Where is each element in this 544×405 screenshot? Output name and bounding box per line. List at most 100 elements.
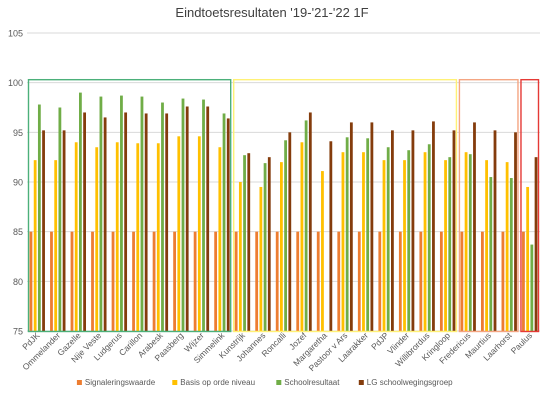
bar-signaleringswaarde <box>152 231 156 331</box>
bar-schoolresultaat <box>263 163 267 331</box>
bar-basis-op-orde-niveau <box>238 182 242 331</box>
bar-basis-op-orde-niveau <box>382 160 386 331</box>
bar-lg-schoolwegingsgroep <box>62 130 66 331</box>
bar-signaleringswaarde <box>111 231 115 331</box>
legend-label: Schoolresultaat <box>284 378 340 387</box>
bar-signaleringswaarde <box>378 231 382 331</box>
bar-signaleringswaarde <box>419 231 423 331</box>
bar-schoolresultaat <box>489 177 493 331</box>
bar-basis-op-orde-niveau <box>423 152 427 331</box>
bar-schoolresultaat <box>407 150 411 331</box>
bar-lg-schoolwegingsgroep <box>432 121 435 331</box>
legend-swatch <box>172 380 178 385</box>
bar-schoolresultaat <box>202 99 205 331</box>
y-tick-label: 105 <box>8 29 23 39</box>
bar-schoolresultaat <box>120 95 123 331</box>
bar-signaleringswaarde <box>50 231 53 331</box>
bar-lg-schoolwegingsgroep <box>493 130 497 331</box>
legend-label: Signaleringswaarde <box>85 378 156 387</box>
bar-signaleringswaarde <box>296 231 300 331</box>
legend-label: Basis op orde niveau <box>180 378 255 387</box>
legend-label: LG schoolwegingsgroep <box>367 378 453 387</box>
bar-signaleringswaarde <box>70 231 74 331</box>
bar-basis-op-orde-niveau <box>280 162 283 331</box>
legend-swatch <box>76 380 82 385</box>
bar-basis-op-orde-niveau <box>259 186 263 331</box>
group-box <box>27 78 232 333</box>
bar-schoolresultaat <box>509 178 513 331</box>
bar-basis-op-orde-niveau <box>115 142 119 331</box>
bar-schoolresultaat <box>530 244 534 331</box>
bar-schoolresultaat <box>366 138 370 331</box>
bar-lg-schoolwegingsgroep <box>452 130 456 331</box>
bar-signaleringswaarde <box>234 231 238 331</box>
bar-schoolresultaat <box>448 157 452 331</box>
bar-basis-op-orde-niveau <box>321 171 324 331</box>
bar-lg-schoolwegingsgroep <box>329 141 333 331</box>
bar-lg-schoolwegingsgroep <box>473 122 476 332</box>
group-box <box>520 78 540 333</box>
bar-basis-op-orde-niveau <box>33 160 37 331</box>
bar-lg-schoolwegingsgroep <box>144 113 148 332</box>
bar-basis-op-orde-niveau <box>526 186 530 331</box>
bar-lg-schoolwegingsgroep <box>185 106 189 331</box>
x-tick-label: Paulus <box>509 330 534 355</box>
bar-lg-schoolwegingsgroep <box>534 157 538 331</box>
bar-basis-op-orde-niveau <box>485 160 488 331</box>
bar-signaleringswaarde <box>460 231 464 331</box>
y-tick-label: 100 <box>8 78 23 88</box>
bar-schoolresultaat <box>243 155 246 331</box>
bar-schoolresultaat <box>37 104 41 332</box>
y-tick-label: 80 <box>13 277 23 287</box>
bar-schoolresultaat <box>427 144 431 331</box>
bar-schoolresultaat <box>345 137 349 331</box>
bar-schoolresultaat <box>161 102 164 332</box>
bar-schoolresultaat <box>140 96 144 331</box>
bar-lg-schoolwegingsgroep <box>103 117 107 331</box>
legend-swatch <box>358 380 364 385</box>
bar-basis-op-orde-niveau <box>505 162 509 331</box>
group-box <box>458 78 519 333</box>
bar-signaleringswaarde <box>337 231 341 331</box>
bar-lg-schoolwegingsgroep <box>349 122 353 332</box>
bar-signaleringswaarde <box>357 231 361 331</box>
bar-lg-schoolwegingsgroep <box>308 112 312 331</box>
bar-basis-op-orde-niveau <box>197 136 201 331</box>
bar-basis-op-orde-niveau <box>177 136 181 331</box>
bar-basis-op-orde-niveau <box>341 152 345 331</box>
bar-basis-op-orde-niveau <box>300 142 304 331</box>
bar-schoolresultaat <box>386 147 390 331</box>
bar-signaleringswaarde <box>398 231 402 331</box>
legend-swatch <box>276 380 282 385</box>
y-tick-label: 95 <box>13 128 23 138</box>
bar-lg-schoolwegingsgroep <box>391 130 394 331</box>
bar-lg-schoolwegingsgroep <box>42 130 45 331</box>
bar-lg-schoolwegingsgroep <box>206 106 210 331</box>
bar-basis-op-orde-niveau <box>156 143 160 331</box>
bar-basis-op-orde-niveau <box>95 147 99 331</box>
bar-schoolresultaat <box>222 113 226 332</box>
bar-signaleringswaarde <box>29 231 33 331</box>
bar-schoolresultaat <box>99 96 103 331</box>
bar-lg-schoolwegingsgroep <box>514 132 517 331</box>
bar-signaleringswaarde <box>501 231 505 331</box>
bar-basis-op-orde-niveau <box>403 160 406 331</box>
bar-signaleringswaarde <box>522 231 525 331</box>
y-tick-label: 90 <box>13 178 23 188</box>
bar-basis-op-orde-niveau <box>218 147 222 331</box>
bar-signaleringswaarde <box>91 231 94 331</box>
bar-signaleringswaarde <box>255 231 259 331</box>
bar-lg-schoolwegingsgroep <box>288 132 292 331</box>
bar-signaleringswaarde <box>173 231 176 331</box>
bar-basis-op-orde-niveau <box>54 160 58 331</box>
chart-title: Eindtoetsresultaten '19-'21-'22 1F <box>175 5 368 20</box>
bar-lg-schoolwegingsgroep <box>247 153 251 331</box>
bar-signaleringswaarde <box>481 231 484 331</box>
bar-schoolresultaat <box>468 154 472 331</box>
bar-schoolresultaat <box>284 140 287 331</box>
bar-lg-schoolwegingsgroep <box>165 113 169 332</box>
bar-signaleringswaarde <box>316 231 320 331</box>
bar-basis-op-orde-niveau <box>362 152 365 331</box>
